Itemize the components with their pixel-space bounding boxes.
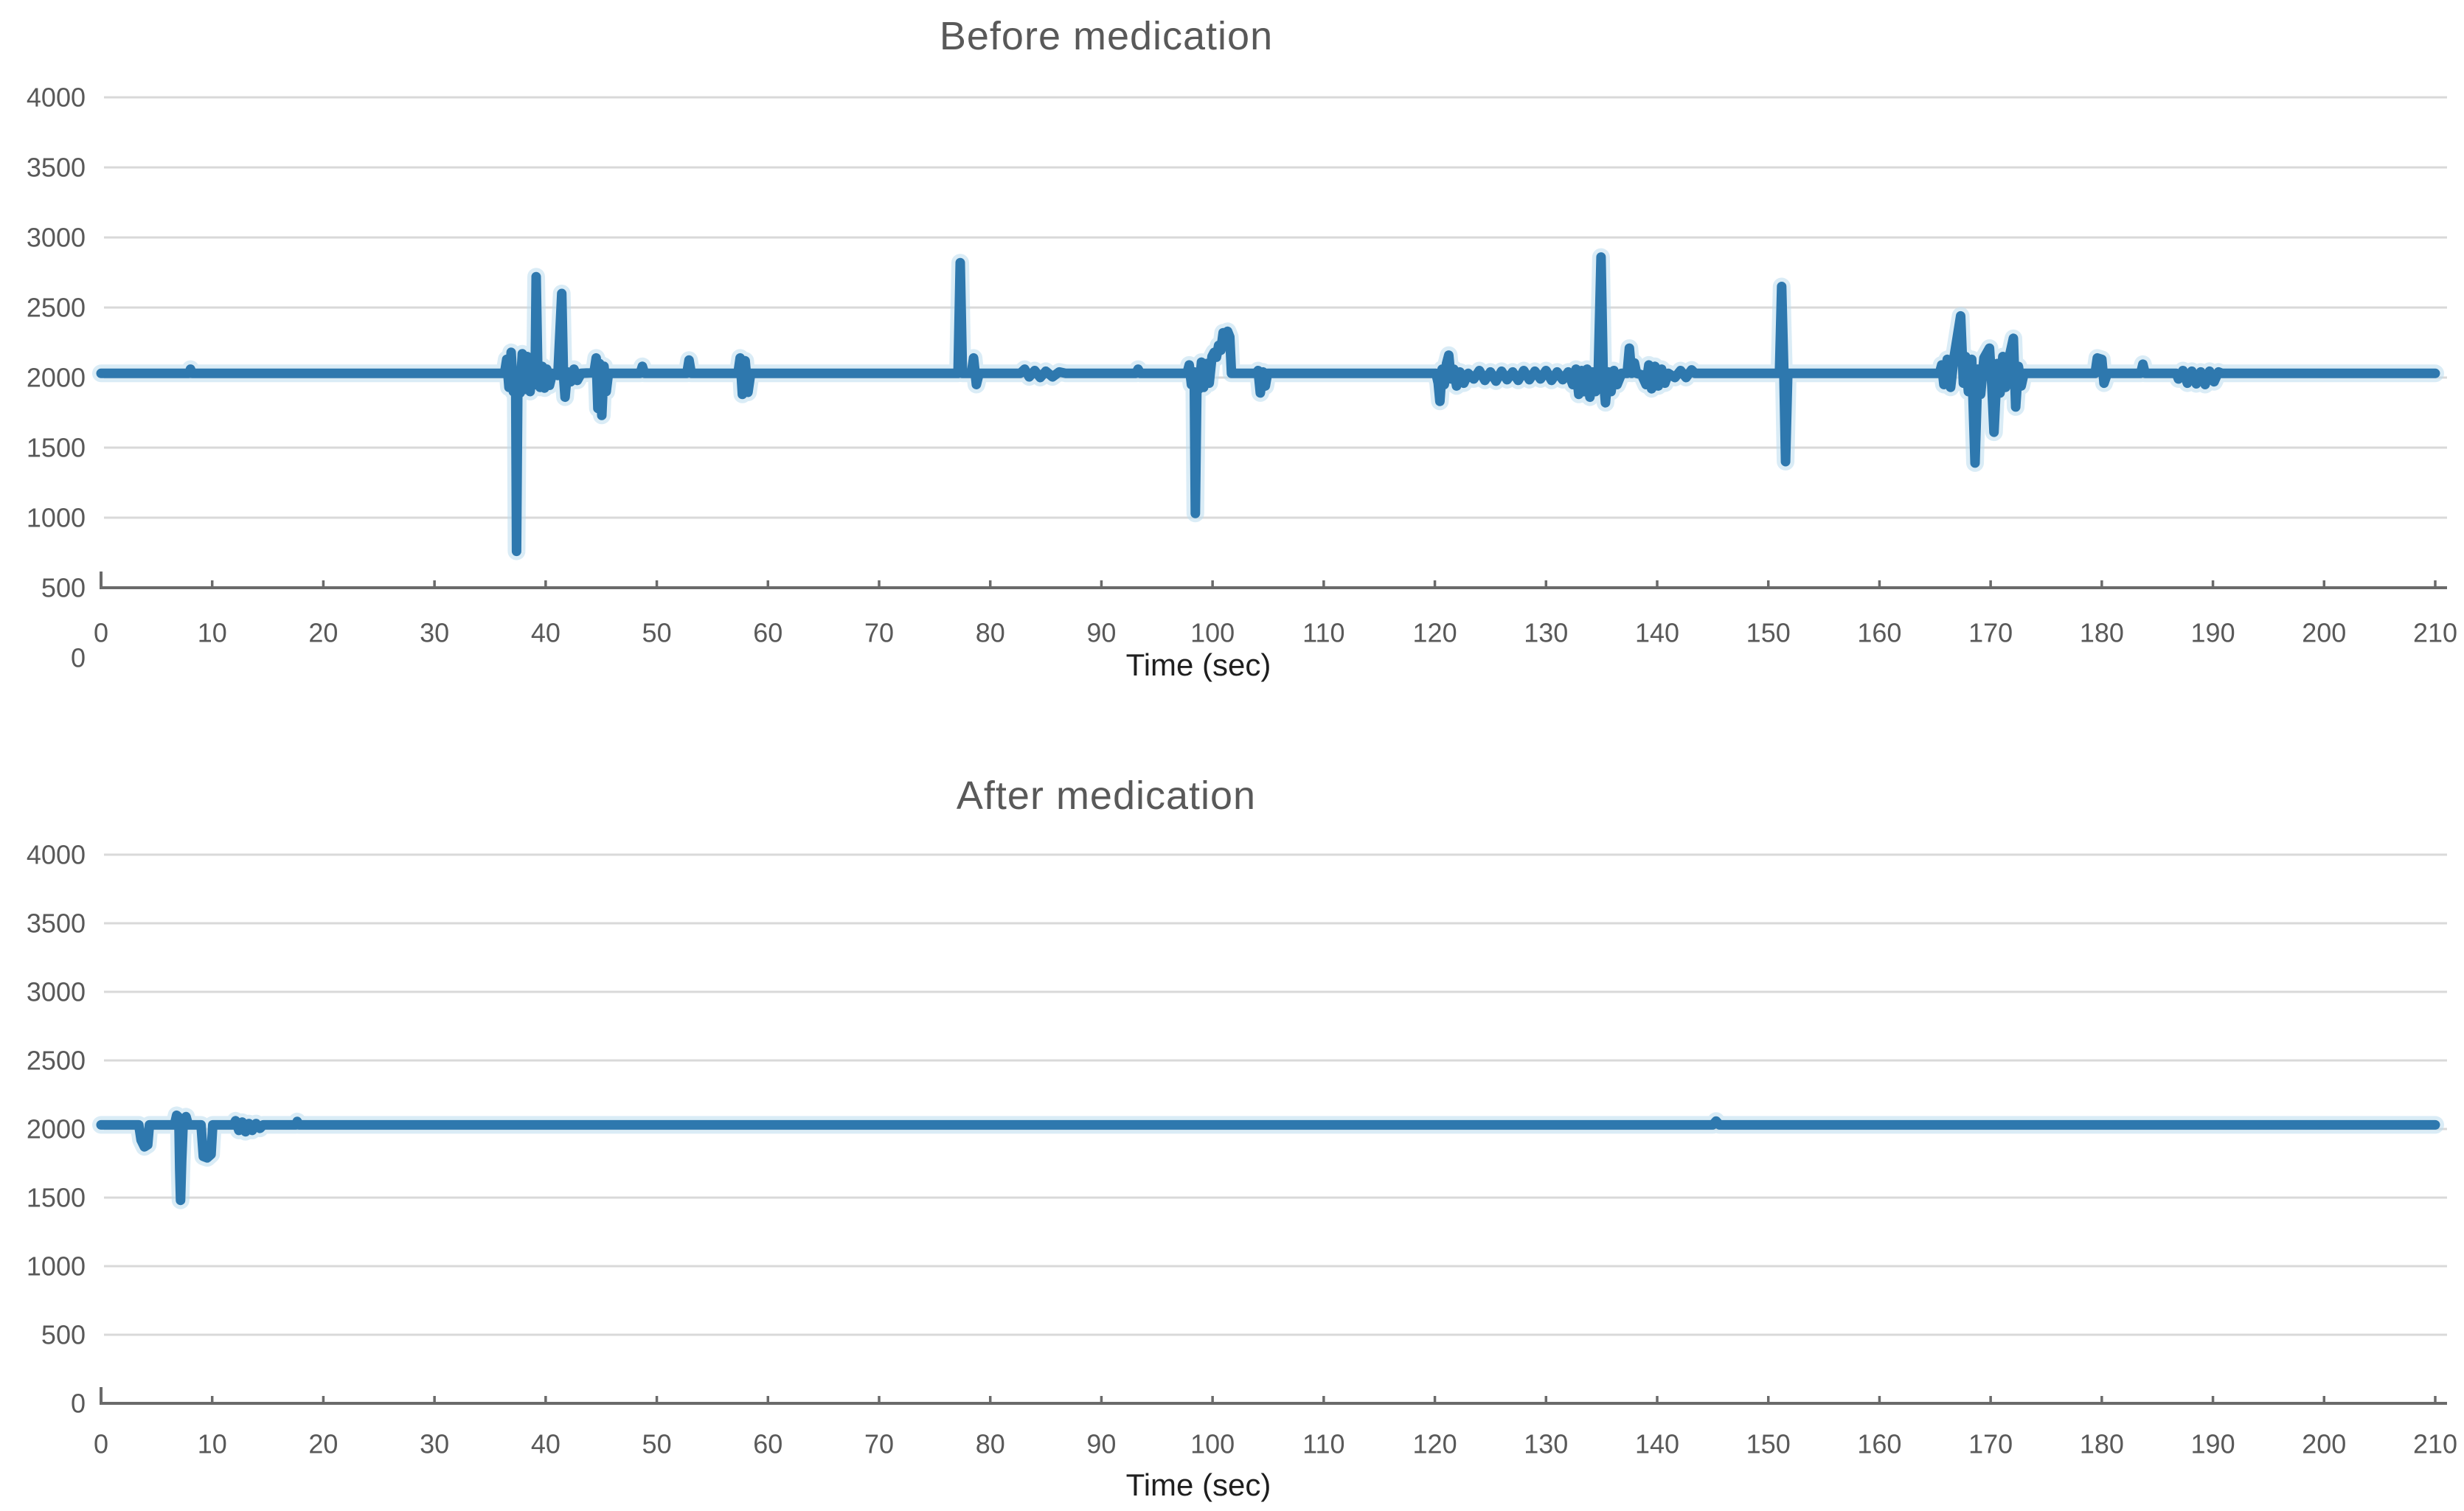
x-tick-label: 100 [1190,618,1235,648]
x-tick-label: 100 [1190,1429,1235,1459]
x-tick-label: 190 [2191,618,2235,648]
y-tick-label: 1000 [27,503,86,533]
x-tick-label: 0 [94,1429,108,1459]
x-tick-label: 210 [2413,1429,2457,1459]
x-tick-label: 210 [2413,618,2457,648]
x-tick-label: 170 [1968,618,2013,648]
x-tick-label: 200 [2302,1429,2346,1459]
y-tick-label: 1500 [27,1183,86,1213]
y-tick-label: 1000 [27,1251,86,1282]
y-tick-label: 4000 [27,840,86,870]
y-tick-label: 0 [71,1389,86,1419]
x-tick-label: 10 [198,1429,227,1459]
x-tick-label: 30 [420,1429,449,1459]
x-tick-label: 60 [753,618,782,648]
y-tick-label: 3000 [27,223,86,253]
after-chart-title: After medication [956,774,1257,818]
x-tick-label: 180 [2080,1429,2124,1459]
x-tick-label: 20 [308,1429,338,1459]
x-tick-label: 160 [1857,1429,1901,1459]
x-tick-label: 50 [642,618,672,648]
x-tick-label: 150 [1746,1429,1791,1459]
x-tick-label: 170 [1968,1429,2013,1459]
x-tick-label: 180 [2080,618,2124,648]
x-tick-label: 10 [198,618,227,648]
y-tick-label: 1500 [27,433,86,463]
x-tick-label: 140 [1635,618,1679,648]
signal-line-halo [92,248,2444,560]
x-tick-label: 190 [2191,1429,2235,1459]
x-tick-label: 130 [1524,1429,1568,1459]
y-tick-label: 500 [41,573,86,603]
x-tick-label: 70 [864,618,894,648]
y-tick-label: 2000 [27,1114,86,1144]
before-chart-x-axis-label: Time (sec) [1125,647,1271,682]
signal-line [96,1110,2440,1206]
x-tick-label: 90 [1086,618,1116,648]
y-tick-label: 2000 [27,363,86,393]
y-tick-label: 2500 [27,1046,86,1076]
signal-line [96,252,2440,557]
before-chart-title: Before medication [939,14,1274,58]
x-tick-label: 80 [976,1429,1005,1459]
x-tick-label: 80 [976,618,1005,648]
x-tick-label: 30 [420,618,449,648]
x-tick-label: 110 [1302,618,1344,648]
x-tick-label: 20 [308,618,338,648]
y-tick-label: 3000 [27,977,86,1007]
x-tick-label: 60 [753,1429,782,1459]
y-tick-label: 2500 [27,293,86,323]
x-tick-label: 40 [531,1429,561,1459]
x-tick-label: 120 [1413,1429,1457,1459]
x-tick-label: 140 [1635,1429,1679,1459]
x-tick-label: 90 [1086,1429,1116,1459]
x-tick-label: 110 [1302,1429,1344,1459]
y-tick-label: 0 [71,643,86,673]
after-chart-x-axis-label: Time (sec) [1125,1467,1271,1502]
y-tick-label: 3500 [27,909,86,939]
y-tick-label: 4000 [27,83,86,113]
x-tick-label: 200 [2302,618,2346,648]
x-tick-label: 0 [94,618,108,648]
x-tick-label: 70 [864,1429,894,1459]
x-tick-label: 130 [1524,618,1568,648]
x-tick-label: 160 [1857,618,1901,648]
y-tick-label: 500 [41,1320,86,1350]
x-tick-label: 50 [642,1429,672,1459]
x-tick-label: 120 [1413,618,1457,648]
x-tick-label: 150 [1746,618,1791,648]
x-tick-label: 40 [531,618,561,648]
y-tick-label: 3500 [27,153,86,183]
